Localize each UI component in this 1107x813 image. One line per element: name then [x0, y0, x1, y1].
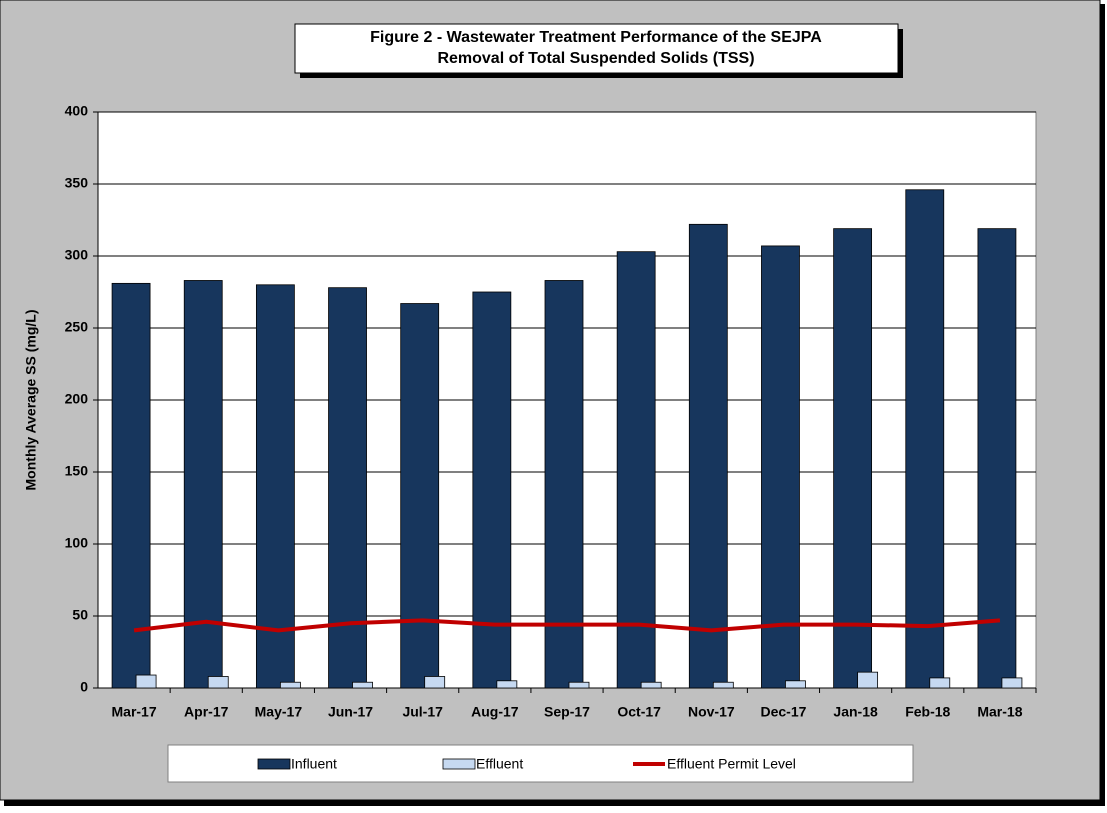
bar: [544, 280, 584, 689]
chart-subtitle: Removal of Total Suspended Solids (TSS): [437, 50, 754, 67]
legend-label: Effluent: [476, 756, 523, 772]
x-tick-label: Mar-18: [977, 704, 1022, 720]
bar: [833, 228, 873, 689]
x-tick-label: Mar-17: [112, 704, 157, 720]
legend-swatch: [442, 758, 476, 770]
x-tick-label: Oct-17: [617, 704, 661, 720]
x-tick-label: Apr-17: [184, 704, 229, 720]
title-box: [294, 23, 899, 74]
bar: [279, 681, 301, 689]
line-series: [133, 618, 1001, 633]
bar: [640, 681, 662, 689]
y-tick-label: 0: [80, 679, 88, 695]
bar: [1001, 677, 1023, 689]
legend-swatch: [257, 758, 291, 770]
x-tick-label: Nov-17: [688, 704, 735, 720]
legend-label: Effluent Permit Level: [667, 756, 796, 772]
bar: [111, 282, 151, 689]
bar: [135, 674, 157, 689]
x-tick-label: Jun-17: [328, 704, 373, 720]
bar: [688, 223, 728, 689]
y-tick-label: 300: [65, 247, 89, 263]
bar: [496, 680, 518, 689]
bar: [424, 676, 446, 689]
y-tick-label: 50: [72, 607, 88, 623]
y-tick-label: 400: [65, 103, 89, 119]
legend-label: Influent: [291, 756, 337, 772]
bar: [761, 245, 800, 689]
bar: [568, 681, 590, 689]
y-tick-label: 100: [65, 535, 89, 551]
bar: [857, 671, 879, 689]
bar: [977, 228, 1017, 689]
x-tick-label: Feb-18: [905, 704, 950, 720]
y-tick-label: 200: [65, 391, 89, 407]
bar: [712, 681, 734, 689]
x-tick-label: Jul-17: [402, 704, 443, 720]
x-tick-label: May-17: [255, 704, 303, 720]
y-tick-label: 350: [65, 175, 89, 191]
y-axis-label: Monthly Average SS (mg/L): [23, 310, 39, 491]
bar: [472, 291, 512, 689]
x-tick-label: Dec-17: [761, 704, 807, 720]
bar: [400, 303, 440, 689]
bar: [183, 280, 223, 689]
bar: [785, 680, 806, 689]
bar: [616, 251, 656, 689]
chart-title: Figure 2 - Wastewater Treatment Performa…: [370, 29, 822, 46]
x-tick-label: Aug-17: [471, 704, 519, 720]
x-tick-label: Sep-17: [544, 704, 590, 720]
legend: [167, 744, 914, 783]
bar: [255, 284, 295, 689]
bar: [328, 287, 367, 689]
y-tick-label: 150: [65, 463, 89, 479]
bar: [352, 681, 373, 689]
y-tick-label: 250: [65, 319, 89, 335]
bar: [207, 676, 229, 689]
bar: [929, 677, 951, 689]
bar: [905, 189, 945, 689]
x-tick-label: Jan-18: [833, 704, 878, 720]
